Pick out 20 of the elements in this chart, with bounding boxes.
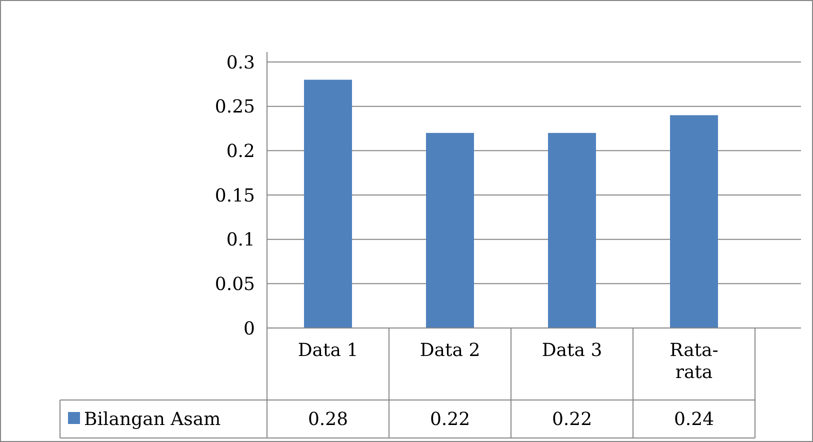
data-label: 0.22 [430,409,470,430]
data-label: 0.22 [552,409,592,430]
data-label: 0.28 [308,409,348,430]
legend-label: Bilangan Asam [84,409,221,430]
y-tick-label: 0.15 [214,185,255,206]
y-tick-label: 0.1 [226,230,255,251]
bar [548,132,596,328]
data-label: 0.24 [674,409,714,430]
x-tick-label: Rata-rata [670,340,718,383]
y-tick-label: 0 [244,318,255,340]
x-tick-label: Data 3 [542,340,602,361]
y-tick-label: 0.3 [226,52,255,74]
x-tick-label: Data 2 [420,340,480,361]
y-tick-label: 0.2 [226,140,255,162]
y-tick-label: 0.25 [214,96,255,118]
bar [426,132,474,328]
x-tick-label: Data 1 [298,340,358,361]
y-tick-label: 0.05 [214,274,255,295]
bar [304,80,352,328]
bar [670,115,718,328]
